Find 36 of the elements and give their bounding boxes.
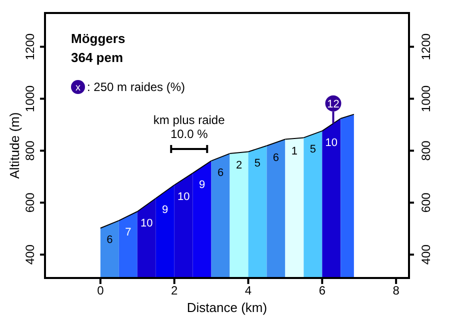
x-tick-label: 0 bbox=[97, 284, 104, 298]
annotation: 2 bbox=[236, 160, 242, 172]
y-tick-label: 1000 bbox=[23, 85, 37, 112]
annotation: 5 bbox=[310, 144, 316, 156]
y-tick-label: 600 bbox=[23, 192, 37, 213]
y2-tick-label: 1000 bbox=[419, 85, 433, 112]
annotation: 6 bbox=[106, 234, 113, 246]
y2-tick-label: 600 bbox=[419, 192, 433, 213]
y-axis-title: Altitude (m) bbox=[7, 112, 22, 179]
annotation: 10 bbox=[325, 136, 338, 149]
annotation: 6 bbox=[272, 152, 280, 164]
annotation: 6 bbox=[217, 166, 224, 179]
annotation: km plus raide bbox=[153, 113, 226, 127]
annotation: 5 bbox=[254, 158, 261, 170]
text: Möggers bbox=[71, 31, 126, 46]
y-tick-label: 800 bbox=[23, 140, 37, 161]
annotation: 10 bbox=[177, 190, 190, 203]
annotation: 10 bbox=[140, 217, 153, 230]
x-tick-label: 4 bbox=[244, 284, 252, 298]
x-tick-label: 8 bbox=[392, 284, 400, 298]
annotation: 1 bbox=[291, 145, 298, 158]
y2-tick-label: 800 bbox=[419, 140, 433, 161]
annotation: 12 bbox=[327, 98, 340, 110]
annotation: x : 250 m raides (%) bbox=[76, 80, 186, 94]
annotation: 7 bbox=[125, 226, 132, 239]
annotation: 10.0 % bbox=[170, 127, 208, 141]
annotation: 9 bbox=[198, 179, 206, 192]
y-tick-label: 400 bbox=[23, 244, 37, 265]
y2-tick-label: 400 bbox=[419, 244, 433, 265]
x-axis-title: Distance (km) bbox=[186, 300, 268, 315]
x-tick-label: 2 bbox=[170, 284, 178, 298]
y-tick-label: 1200 bbox=[23, 33, 37, 60]
y2-tick-label: 1200 bbox=[419, 33, 433, 60]
x-tick-label: 6 bbox=[318, 284, 326, 298]
text: 364 pem bbox=[71, 50, 124, 65]
annotation: 9 bbox=[162, 204, 168, 216]
